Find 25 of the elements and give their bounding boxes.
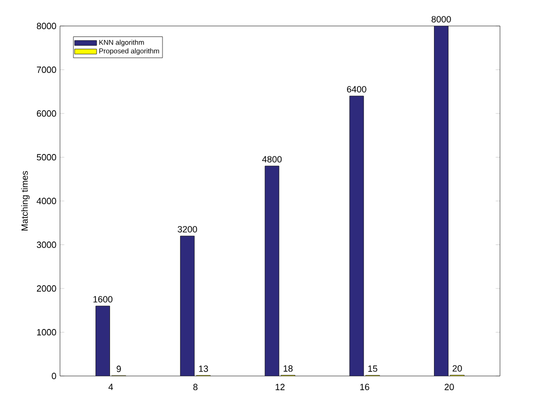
data-label: 20	[452, 365, 462, 372]
data-label: 18	[284, 365, 293, 372]
y-tick-label: 8000	[36, 22, 56, 30]
data-label: 13	[199, 366, 208, 372]
data-label: 1600	[93, 296, 112, 302]
data-label: 9	[116, 366, 121, 372]
y-tick-label: 6000	[36, 110, 56, 117]
data-label: 15	[368, 366, 378, 372]
y-tick-label: 0	[52, 372, 56, 380]
y-tick-label: 1000	[37, 329, 56, 336]
data-label: 6400	[347, 86, 366, 92]
y-tick-label: 2000	[36, 285, 56, 292]
data-label: 3200	[178, 226, 198, 232]
x-tick-label: 4	[108, 384, 114, 390]
x-tick-label: 8	[193, 384, 198, 390]
data-label: 8000	[432, 16, 451, 22]
y-tick-label: 3000	[36, 242, 56, 248]
y-tick-label: 5000	[36, 154, 56, 160]
x-tick-label: 16	[360, 384, 370, 390]
y-tick-label: 7000	[36, 66, 56, 73]
x-tick-label: 12	[276, 384, 285, 390]
data-label: 4800	[262, 156, 282, 162]
y-axis-title: Matching times	[21, 171, 30, 231]
y-tick-label: 4000	[36, 198, 56, 204]
x-tick-label: 20	[444, 384, 454, 390]
